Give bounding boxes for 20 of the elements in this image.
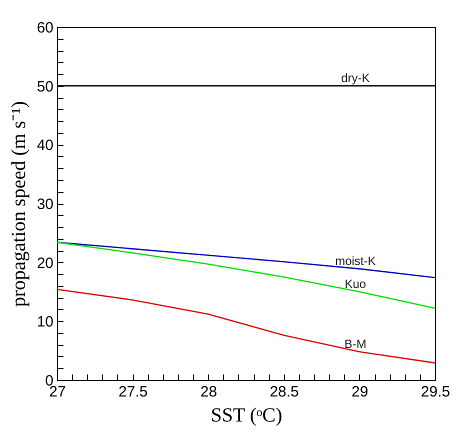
line-series xyxy=(56,242,436,278)
line-series xyxy=(56,288,436,364)
y-tick-label: 50 xyxy=(36,78,54,96)
line-series xyxy=(56,242,436,309)
x-tick-label: 28.5 xyxy=(270,384,299,400)
x-tick-label: 27.5 xyxy=(118,384,148,400)
y-tick-label: 10 xyxy=(36,314,54,331)
y-axis-title: propagation speed (m s⁻¹) xyxy=(8,101,30,307)
y-tick-label: 30 xyxy=(36,196,54,213)
y-tick-label: 60 xyxy=(36,20,54,36)
x-tick-label: 29 xyxy=(352,384,368,400)
series-label: Kuo xyxy=(344,276,366,291)
x-axis-title: SST (ᵒC) xyxy=(210,404,282,426)
y-tick-label: 40 xyxy=(36,137,54,154)
series-label: dry-K xyxy=(341,70,370,85)
series-label: B-M xyxy=(344,336,366,351)
x-tick-label: 29.5 xyxy=(420,384,450,400)
x-tick-label: 28 xyxy=(200,384,218,400)
y-tick-label: 20 xyxy=(36,254,54,272)
series-label: moist-K xyxy=(335,254,376,268)
